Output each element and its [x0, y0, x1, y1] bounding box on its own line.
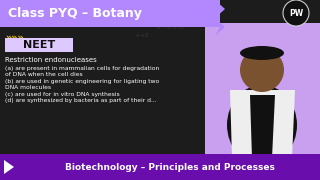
Polygon shape — [250, 95, 275, 158]
Ellipse shape — [240, 46, 284, 60]
Bar — [5, 38, 73, 52]
Text: $A \rightarrow B$: $A \rightarrow B$ — [135, 31, 150, 39]
Bar — [205, 23, 320, 158]
Text: of DNA when the cell dies: of DNA when the cell dies — [5, 71, 83, 76]
Text: NEET: NEET — [23, 40, 55, 50]
Text: (b) are used in genetic engineering for ligating two: (b) are used in genetic engineering for … — [5, 78, 159, 84]
Text: (c) are used for in vitro DNA synthesis: (c) are used for in vitro DNA synthesis — [5, 91, 120, 96]
Bar — [0, 0, 220, 27]
Text: $T_0 = 273.15$: $T_0 = 273.15$ — [155, 24, 185, 32]
Polygon shape — [230, 90, 295, 158]
Text: (d) are synthesized by bacteria as part of their d...: (d) are synthesized by bacteria as part … — [5, 98, 156, 102]
Polygon shape — [4, 160, 14, 174]
Text: $f = t \cdot t_0$: $f = t \cdot t_0$ — [125, 15, 144, 24]
Text: (a) are present in mammalian cells for degradation: (a) are present in mammalian cells for d… — [5, 66, 159, 71]
Polygon shape — [215, 0, 225, 36]
Circle shape — [283, 0, 309, 26]
Bar — [0, 154, 320, 180]
Text: DNA molecules: DNA molecules — [5, 84, 51, 89]
Circle shape — [240, 48, 284, 92]
Text: PW: PW — [289, 8, 303, 17]
Text: Restriction endonucleases: Restriction endonucleases — [5, 57, 97, 63]
Ellipse shape — [227, 85, 297, 165]
Text: Class PYQ – Botany: Class PYQ – Botany — [8, 6, 142, 19]
Text: »»»: »»» — [5, 33, 24, 43]
Text: Biotechnology – Principles and Processes: Biotechnology – Principles and Processes — [65, 163, 275, 172]
